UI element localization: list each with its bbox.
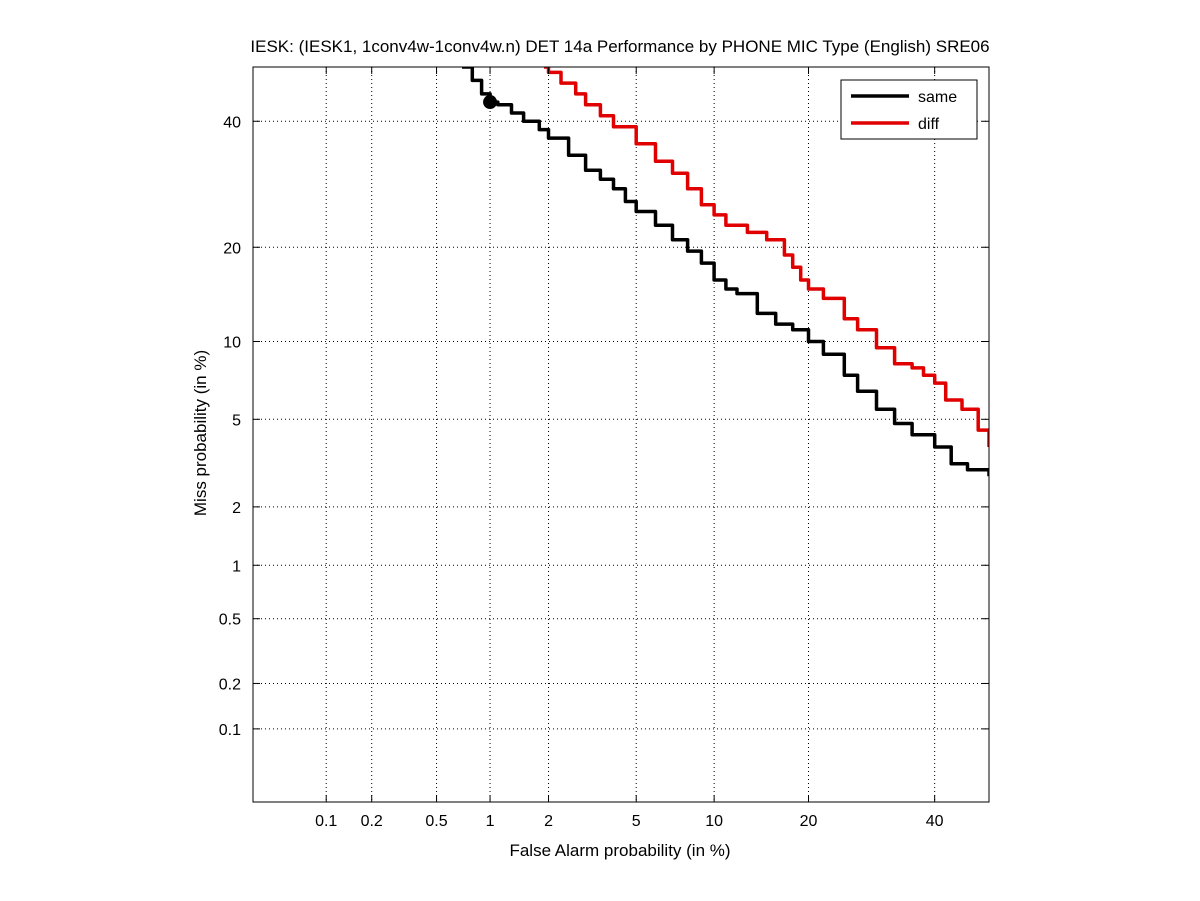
chart-title: IESK: (IESK1, 1conv4w-1conv4w.n) DET 14a… bbox=[250, 37, 989, 56]
y-tick-label: 20 bbox=[223, 240, 241, 257]
series-line-diff bbox=[544, 67, 989, 447]
y-tick-label: 5 bbox=[232, 412, 241, 429]
plot-frame bbox=[252, 66, 990, 803]
x-tick-label: 0.1 bbox=[315, 813, 337, 830]
x-tick-label: 20 bbox=[800, 813, 818, 830]
y-tick-label: 0.1 bbox=[219, 722, 241, 739]
y-tick-label: 0.2 bbox=[219, 676, 241, 693]
y-tick-label: 10 bbox=[223, 334, 241, 351]
x-tick-label: 0.2 bbox=[361, 813, 383, 830]
series-layer bbox=[462, 67, 989, 477]
x-tick-label: 5 bbox=[632, 813, 641, 830]
x-axis-label: False Alarm probability (in %) bbox=[509, 841, 730, 860]
x-tick-label: 10 bbox=[705, 813, 723, 830]
legend-label-same: same bbox=[918, 89, 957, 106]
series-line-same bbox=[462, 67, 989, 477]
legend-label-diff: diff bbox=[918, 116, 940, 133]
legend-box bbox=[840, 79, 978, 140]
y-tick-label: 2 bbox=[232, 500, 241, 517]
grid-lines bbox=[253, 67, 989, 802]
x-tick-label: 0.5 bbox=[425, 813, 447, 830]
y-tick-label: 1 bbox=[232, 558, 241, 575]
y-tick-label: 40 bbox=[223, 114, 241, 131]
x-tick-label: 2 bbox=[544, 813, 553, 830]
legend: same diff bbox=[840, 79, 978, 140]
tick-labels: 0.1 0.2 0.5 1 2 5 10 20 40 0.1 0.2 0.5 1 2 5 10 20 40 bbox=[219, 67, 989, 830]
y-axis-label: Miss probability (in %) bbox=[191, 350, 210, 516]
y-tick-label: 0.5 bbox=[219, 612, 241, 629]
x-tick-label: 40 bbox=[926, 813, 944, 830]
x-tick-label: 1 bbox=[486, 813, 495, 830]
operating-point-marker bbox=[483, 95, 498, 110]
